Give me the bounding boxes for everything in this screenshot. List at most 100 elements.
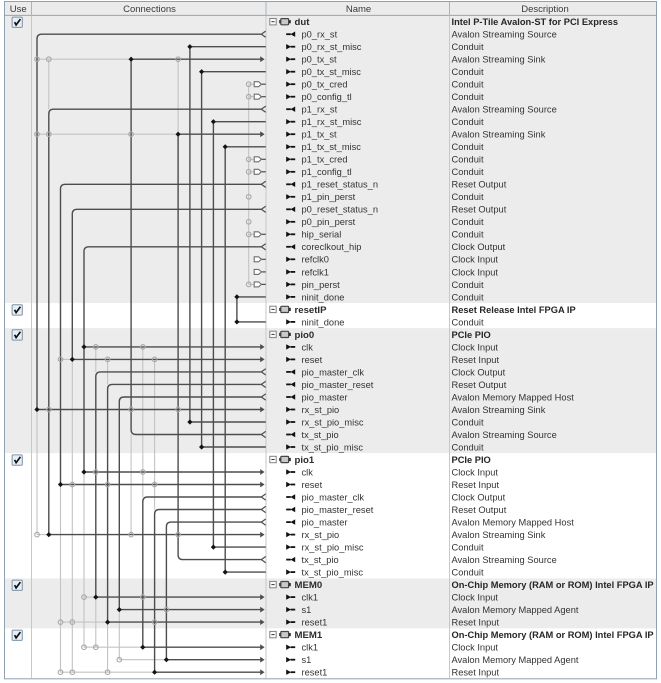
svg-text:Reset Input: Reset Input bbox=[452, 668, 500, 678]
svg-text:resetIP: resetIP bbox=[295, 305, 328, 316]
svg-text:p0_rx_st: p0_rx_st bbox=[302, 30, 338, 40]
svg-text:Avalon Streaming Source: Avalon Streaming Source bbox=[452, 430, 557, 440]
svg-text:Avalon Memory Mapped Agent: Avalon Memory Mapped Agent bbox=[452, 655, 579, 665]
svg-text:rx_st_pio: rx_st_pio bbox=[302, 405, 340, 415]
svg-text:On-Chip Memory (RAM or ROM) In: On-Chip Memory (RAM or ROM) Intel FPGA I… bbox=[452, 630, 654, 640]
svg-text:pio_master_reset: pio_master_reset bbox=[302, 505, 374, 515]
svg-text:pio1: pio1 bbox=[295, 455, 315, 466]
svg-text:p0_pin_perst: p0_pin_perst bbox=[302, 217, 356, 227]
svg-text:Conduit: Conduit bbox=[452, 80, 484, 90]
svg-text:Avalon Streaming Sink: Avalon Streaming Sink bbox=[452, 55, 546, 65]
svg-text:tx_st_pio_misc: tx_st_pio_misc bbox=[302, 442, 364, 452]
svg-text:Clock Output: Clock Output bbox=[452, 367, 506, 377]
svg-text:p1_reset_status_n: p1_reset_status_n bbox=[302, 180, 379, 190]
svg-text:rx_st_pio_misc: rx_st_pio_misc bbox=[302, 543, 364, 553]
svg-text:p1_config_tl: p1_config_tl bbox=[302, 167, 352, 177]
svg-text:On-Chip Memory (RAM or ROM) In: On-Chip Memory (RAM or ROM) Intel FPGA I… bbox=[452, 580, 654, 590]
svg-text:p1_tx_st_misc: p1_tx_st_misc bbox=[302, 142, 362, 152]
svg-text:dut: dut bbox=[295, 17, 311, 28]
svg-text:Conduit: Conduit bbox=[452, 317, 484, 327]
svg-text:reset: reset bbox=[302, 480, 323, 490]
svg-text:Clock Input: Clock Input bbox=[452, 255, 499, 265]
svg-text:Name: Name bbox=[346, 4, 371, 15]
svg-text:Reset Release Intel FPGA IP: Reset Release Intel FPGA IP bbox=[452, 305, 576, 315]
svg-text:Description: Description bbox=[521, 4, 569, 15]
svg-text:Conduit: Conduit bbox=[452, 280, 484, 290]
svg-text:Reset Output: Reset Output bbox=[452, 505, 507, 515]
svg-text:p1_rx_st_misc: p1_rx_st_misc bbox=[302, 117, 362, 127]
svg-text:pio_master: pio_master bbox=[302, 518, 348, 528]
svg-text:Conduit: Conduit bbox=[452, 42, 484, 52]
svg-text:p0_tx_st_misc: p0_tx_st_misc bbox=[302, 67, 362, 77]
svg-text:p0_rx_st_misc: p0_rx_st_misc bbox=[302, 42, 362, 52]
svg-text:Avalon Memory Mapped Agent: Avalon Memory Mapped Agent bbox=[452, 605, 579, 615]
svg-text:clk: clk bbox=[302, 342, 314, 352]
svg-text:Conduit: Conduit bbox=[452, 292, 484, 302]
svg-text:rx_st_pio_misc: rx_st_pio_misc bbox=[302, 417, 364, 427]
svg-text:p0_tx_st: p0_tx_st bbox=[302, 55, 338, 65]
svg-text:p1_pin_perst: p1_pin_perst bbox=[302, 192, 356, 202]
svg-text:MEM0: MEM0 bbox=[295, 580, 323, 591]
svg-text:Avalon Streaming Source: Avalon Streaming Source bbox=[452, 555, 557, 565]
svg-text:Conduit: Conduit bbox=[452, 142, 484, 152]
svg-text:p0_config_tl: p0_config_tl bbox=[302, 92, 352, 102]
svg-text:Conduit: Conduit bbox=[452, 568, 484, 578]
svg-text:reset: reset bbox=[302, 355, 323, 365]
svg-text:Reset Input: Reset Input bbox=[452, 480, 500, 490]
svg-text:p0_reset_status_n: p0_reset_status_n bbox=[302, 205, 379, 215]
svg-text:Conduit: Conduit bbox=[452, 92, 484, 102]
svg-text:Avalon Streaming Sink: Avalon Streaming Sink bbox=[452, 530, 546, 540]
svg-text:Conduit: Conduit bbox=[452, 167, 484, 177]
svg-text:clk: clk bbox=[302, 467, 314, 477]
svg-text:Clock Output: Clock Output bbox=[452, 242, 506, 252]
svg-text:Clock Input: Clock Input bbox=[452, 342, 499, 352]
svg-text:Conduit: Conduit bbox=[452, 417, 484, 427]
svg-text:pio0: pio0 bbox=[295, 330, 315, 341]
svg-text:Conduit: Conduit bbox=[452, 217, 484, 227]
svg-text:Avalon Streaming Sink: Avalon Streaming Sink bbox=[452, 405, 546, 415]
svg-text:p1_tx_st: p1_tx_st bbox=[302, 130, 338, 140]
svg-text:Conduit: Conduit bbox=[452, 67, 484, 77]
svg-text:pin_perst: pin_perst bbox=[302, 280, 341, 290]
svg-text:clk1: clk1 bbox=[302, 593, 319, 603]
svg-text:Connections: Connections bbox=[123, 4, 176, 15]
svg-text:clk1: clk1 bbox=[302, 643, 319, 653]
svg-text:Conduit: Conduit bbox=[452, 230, 484, 240]
svg-text:Intel P-Tile Avalon-ST for PCI: Intel P-Tile Avalon-ST for PCI Express bbox=[452, 17, 619, 27]
svg-text:reset1: reset1 bbox=[302, 668, 328, 678]
svg-text:pio_master_clk: pio_master_clk bbox=[302, 367, 365, 377]
svg-text:Clock Output: Clock Output bbox=[452, 492, 506, 502]
svg-text:Conduit: Conduit bbox=[452, 117, 484, 127]
svg-text:Avalon Streaming Source: Avalon Streaming Source bbox=[452, 105, 557, 115]
svg-text:coreclkout_hip: coreclkout_hip bbox=[302, 242, 362, 252]
svg-text:MEM1: MEM1 bbox=[295, 630, 323, 641]
svg-text:p1_tx_cred: p1_tx_cred bbox=[302, 155, 348, 165]
svg-text:p1_rx_st: p1_rx_st bbox=[302, 105, 338, 115]
svg-text:Clock Input: Clock Input bbox=[452, 593, 499, 603]
svg-text:ninit_done: ninit_done bbox=[302, 317, 345, 327]
svg-text:p0_tx_cred: p0_tx_cred bbox=[302, 80, 348, 90]
svg-text:Clock Input: Clock Input bbox=[452, 267, 499, 277]
svg-text:pio_master: pio_master bbox=[302, 392, 348, 402]
svg-text:pio_master_reset: pio_master_reset bbox=[302, 380, 374, 390]
svg-text:Reset Input: Reset Input bbox=[452, 355, 500, 365]
svg-text:PCIe PIO: PCIe PIO bbox=[452, 455, 491, 465]
svg-text:Reset Input: Reset Input bbox=[452, 618, 500, 628]
svg-text:s1: s1 bbox=[302, 655, 312, 665]
svg-text:Avalon Memory Mapped Host: Avalon Memory Mapped Host bbox=[452, 392, 575, 402]
svg-text:refclk1: refclk1 bbox=[302, 267, 329, 277]
svg-text:Use: Use bbox=[10, 4, 27, 15]
svg-text:PCIe PIO: PCIe PIO bbox=[452, 330, 491, 340]
svg-text:refclk0: refclk0 bbox=[302, 255, 329, 265]
svg-text:Reset Output: Reset Output bbox=[452, 180, 507, 190]
svg-text:hip_serial: hip_serial bbox=[302, 230, 342, 240]
svg-text:tx_st_pio: tx_st_pio bbox=[302, 555, 339, 565]
svg-text:Clock Input: Clock Input bbox=[452, 467, 499, 477]
svg-text:rx_st_pio: rx_st_pio bbox=[302, 530, 340, 540]
svg-text:tx_st_pio: tx_st_pio bbox=[302, 430, 339, 440]
svg-text:Avalon Streaming Source: Avalon Streaming Source bbox=[452, 30, 557, 40]
svg-text:Clock Input: Clock Input bbox=[452, 643, 499, 653]
svg-text:pio_master_clk: pio_master_clk bbox=[302, 492, 365, 502]
svg-text:Reset Output: Reset Output bbox=[452, 205, 507, 215]
svg-text:Conduit: Conduit bbox=[452, 192, 484, 202]
